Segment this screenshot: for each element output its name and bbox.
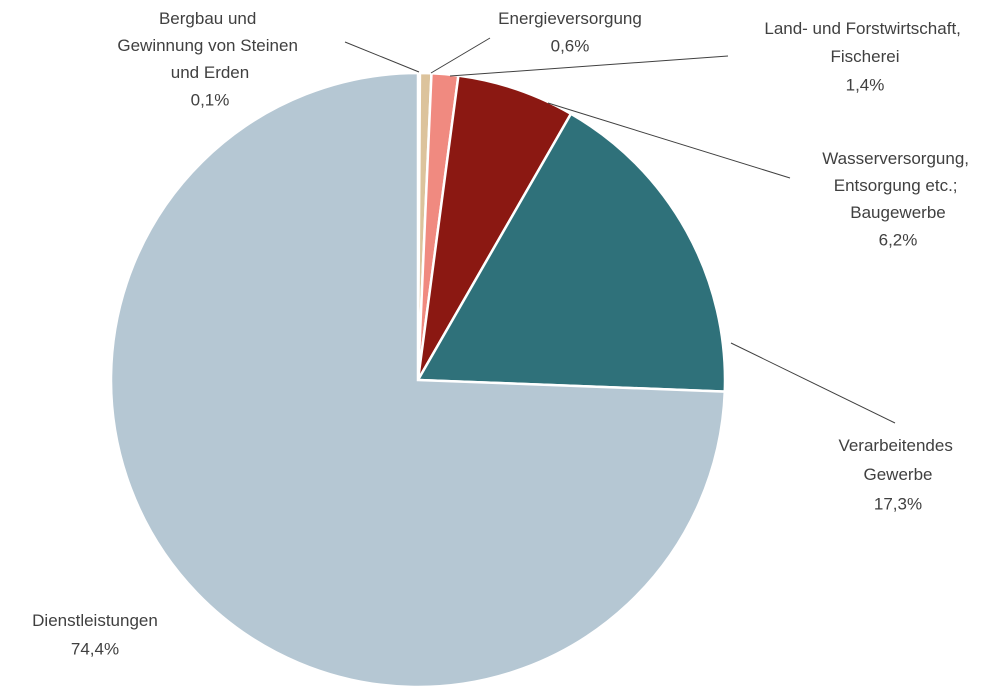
slice-label: Verarbeitendes Gewerbe	[838, 436, 957, 484]
value-label: 6,2%	[879, 230, 918, 249]
slice-label: Bergbau und Gewinnung von Steinen und Er…	[117, 9, 302, 82]
slice-label: Wasserversorgung, Entsorgung etc.; Bauge…	[822, 149, 973, 222]
slice-label: Energieversorgung	[498, 9, 642, 28]
value-label: 1,4%	[846, 75, 885, 94]
slice-label: Land- und Forstwirtschaft, Fischerei	[764, 19, 965, 66]
leader-line	[730, 342, 896, 424]
pie-slice	[109, 71, 727, 687]
value-label: 0,6%	[551, 36, 590, 55]
value-label: 0,1%	[191, 90, 230, 109]
labels: Bergbau und Gewinnung von Steinen und Er…	[32, 9, 974, 658]
slice-label: Dienstleistungen	[32, 611, 158, 630]
leader-line	[547, 102, 791, 179]
value-label: 74,4%	[71, 639, 119, 658]
value-label: 17,3%	[874, 494, 922, 513]
pie	[109, 71, 727, 687]
pie-slice	[415, 112, 727, 393]
pie-slice	[416, 74, 573, 381]
leader-line	[430, 37, 491, 74]
leader-line	[449, 55, 729, 77]
leader-line	[344, 41, 420, 73]
